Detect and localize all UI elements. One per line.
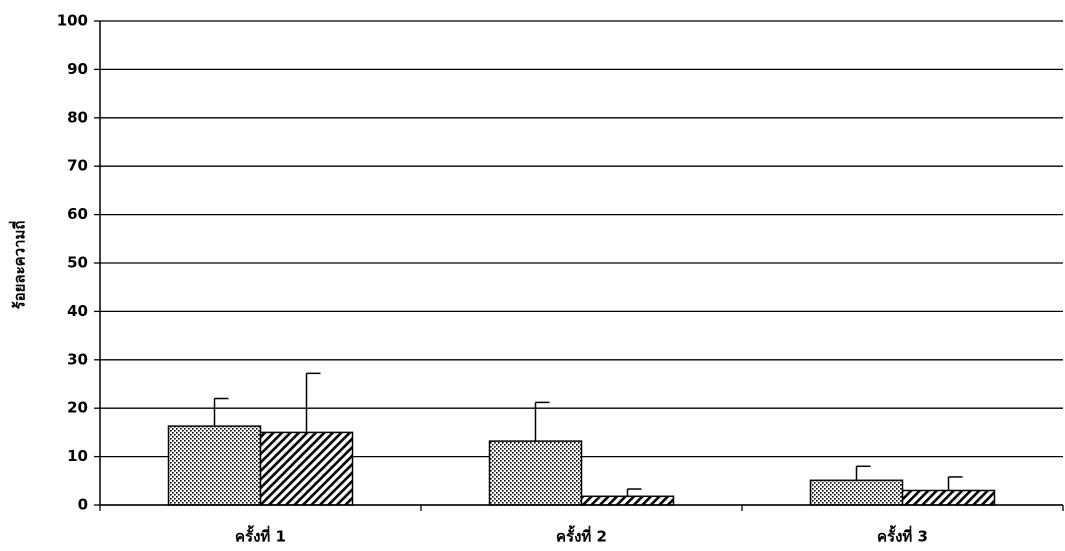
- error-bar: [305, 372, 321, 433]
- y-tick-label: 50: [67, 254, 88, 272]
- y-tick-label: 100: [57, 12, 88, 30]
- error-bar: [626, 488, 642, 497]
- bar: [488, 440, 583, 506]
- x-tick-label: ครั้งที่ 3: [877, 525, 928, 546]
- bar: [809, 479, 904, 506]
- error-bar: [213, 397, 229, 427]
- bar: [167, 425, 262, 506]
- y-tick-label: 10: [67, 447, 88, 465]
- bar: [901, 489, 996, 506]
- bar: [580, 495, 675, 506]
- y-axis-label: ร้อยละความถี่: [9, 221, 29, 310]
- y-tick-label: 80: [67, 108, 88, 126]
- error-bar: [855, 465, 871, 481]
- y-tick-label: 40: [67, 302, 88, 320]
- y-tick-label: 70: [67, 157, 88, 175]
- y-tick-label: 20: [67, 399, 88, 417]
- y-tick-label: 30: [67, 350, 88, 368]
- y-tick-label: 90: [67, 60, 88, 78]
- x-tick-label: ครั้งที่ 1: [235, 525, 286, 546]
- y-tick-label: 0: [78, 496, 88, 514]
- bar: [259, 431, 354, 506]
- error-bar: [534, 401, 550, 442]
- y-tick-label: 60: [67, 205, 88, 223]
- error-bar: [947, 476, 963, 491]
- x-tick-label: ครั้งที่ 2: [556, 525, 607, 546]
